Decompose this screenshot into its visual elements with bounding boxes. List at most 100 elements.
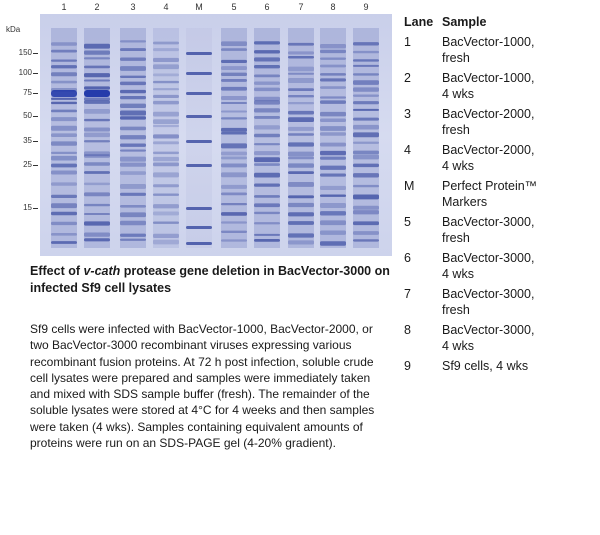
gel-band <box>221 212 247 216</box>
gel-band <box>51 211 77 216</box>
gel-band <box>51 194 77 198</box>
legend-sample-line: BacVector-3000, <box>442 250 535 265</box>
gel-band <box>221 132 247 135</box>
gel-band <box>186 207 212 210</box>
gel-band <box>254 195 280 198</box>
gel-band <box>353 150 379 155</box>
gel-band <box>120 171 146 175</box>
gel-band <box>221 221 247 224</box>
gel-band <box>288 195 314 199</box>
gel-band <box>120 220 146 226</box>
gel-band <box>84 132 110 138</box>
legend-row: 8 BacVector-3000, 4 wks <box>404 322 596 355</box>
lane-number: 9 <box>363 2 369 12</box>
gel-band <box>186 164 212 167</box>
gel-band <box>353 231 379 235</box>
gel-band <box>353 101 379 105</box>
gel-band <box>353 50 379 54</box>
legend-header: Lane Sample <box>404 14 596 31</box>
gel-band <box>120 156 146 162</box>
gel-band <box>353 64 379 67</box>
gel-band <box>221 184 247 189</box>
gel-band <box>84 79 110 82</box>
gel-band <box>51 232 77 236</box>
gel-band <box>84 86 110 90</box>
gel-band <box>186 140 212 143</box>
gel-lane <box>221 28 247 248</box>
gel-band <box>320 132 346 136</box>
gel-band <box>320 156 346 160</box>
gel-band <box>221 143 247 149</box>
gel-band <box>153 57 179 63</box>
gel-band <box>84 100 110 104</box>
gel-band <box>84 154 110 158</box>
legend-lane: 5 <box>404 214 411 229</box>
gel-band <box>120 103 146 109</box>
figure-caption-body: Sf9 cells were infected with BacVector-1… <box>30 322 375 451</box>
gel-band <box>254 133 280 138</box>
gel-band <box>288 163 314 168</box>
gel-band <box>51 117 77 122</box>
gel-band <box>288 133 314 136</box>
gel-band <box>254 172 280 178</box>
gel-band <box>353 108 379 111</box>
gel-band <box>153 204 179 209</box>
gel-band <box>353 73 379 76</box>
gel-band <box>120 116 146 120</box>
legend-lane: 4 <box>404 142 411 157</box>
gel-band <box>353 132 379 138</box>
gel-band <box>353 124 379 130</box>
legend-sample-line: Sf9 cells, 4 wks <box>442 358 529 373</box>
gel-band <box>120 149 146 152</box>
gel-band <box>120 233 146 237</box>
legend-row: 1 BacVector-1000, fresh <box>404 34 596 67</box>
lane-sample-legend: Lane Sample 1 BacVector-1000, fresh 2 BacVec… <box>404 14 596 377</box>
gel-band <box>254 74 280 78</box>
gel-band <box>221 86 247 91</box>
gel-band <box>353 239 379 242</box>
gel-band <box>353 205 379 210</box>
legend-row: 4 BacVector-2000, 4 wks <box>404 142 596 175</box>
gel-band <box>84 192 110 197</box>
gel-band <box>120 110 146 116</box>
gel-band <box>153 80 179 84</box>
gel-band <box>254 87 280 92</box>
legend-lane: 6 <box>404 250 411 265</box>
gel-band <box>353 154 379 160</box>
gel-band <box>353 221 379 226</box>
gel-band <box>221 203 247 206</box>
gel-band <box>353 184 379 188</box>
mw-tick <box>33 208 38 209</box>
legend-sample-line: BacVector-1000, <box>442 70 535 85</box>
gel-band <box>186 242 212 245</box>
gel-band <box>186 52 212 55</box>
gel-band <box>288 56 314 59</box>
gel-band <box>320 111 346 117</box>
gel-band <box>120 126 146 131</box>
gel-band <box>320 173 346 177</box>
mw-label: 100 <box>18 68 32 77</box>
legend-row: 6 BacVector-3000, 4 wks <box>404 250 596 283</box>
gel-band <box>153 73 179 77</box>
gel-band <box>320 150 346 156</box>
gel-band <box>51 151 77 154</box>
gel-band <box>288 156 314 160</box>
gel-band <box>51 97 77 100</box>
gel-band <box>120 95 146 100</box>
gel-band <box>320 185 346 191</box>
mw-label: 15 <box>23 203 32 212</box>
legend-lane: 2 <box>404 70 411 85</box>
gel-band <box>120 162 146 167</box>
legend-row: 2 BacVector-1000, 4 wks <box>404 70 596 103</box>
gel-band <box>84 73 110 78</box>
gel-band <box>84 118 110 122</box>
gel-band <box>153 172 179 178</box>
gel-band <box>51 72 77 77</box>
gel-band <box>120 75 146 78</box>
gel-band <box>353 87 379 92</box>
gel-band <box>221 101 247 104</box>
gel-band <box>353 94 379 97</box>
gel-band <box>153 193 179 196</box>
gel-band <box>120 66 146 71</box>
gel-band <box>288 51 314 55</box>
